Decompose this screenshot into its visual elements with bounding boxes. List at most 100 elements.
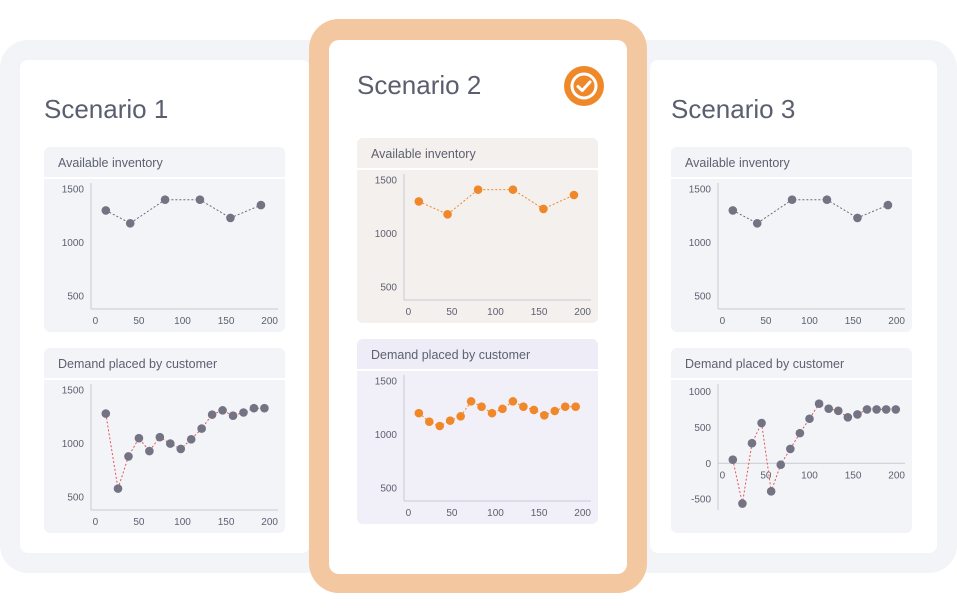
data-point	[560, 402, 570, 412]
data-point	[113, 484, 123, 493]
data-point	[752, 218, 762, 228]
data-point	[539, 204, 548, 214]
data-point	[787, 195, 797, 205]
y-tick-label: 1500	[62, 185, 85, 196]
x-tick-label: 0	[406, 508, 412, 519]
data-point	[197, 424, 206, 433]
data-point	[766, 487, 776, 496]
data-point	[757, 418, 766, 428]
data-point	[822, 195, 832, 205]
x-tick-label: 150	[531, 307, 548, 318]
data-point	[498, 404, 507, 414]
x-tick-label: 200	[261, 316, 278, 327]
scenario-1-title: Scenario 1	[44, 94, 169, 124]
data-point	[540, 410, 549, 420]
data-point	[833, 406, 843, 416]
scenario-2-inventory-chart: 500 1000 1500 0 50 100 150 200	[375, 174, 591, 318]
scenario-1-inventory-panel: Available inventory 500 1000 1500 0 50 100 150…	[44, 147, 285, 332]
y-tick-label: 500	[694, 423, 711, 434]
data-point	[249, 403, 259, 413]
x-tick-label: 0	[406, 307, 412, 318]
x-tick-label: 100	[487, 307, 504, 318]
scenario-3-inventory-chart: 500 1000 1500 0 50 100 150 200	[689, 183, 905, 327]
data-point	[786, 444, 795, 454]
data-point	[728, 206, 738, 215]
x-tick-label: 150	[845, 470, 862, 481]
y-tick-label: 1000	[689, 238, 712, 249]
data-point	[160, 195, 170, 205]
data-point	[260, 403, 269, 413]
scenario-1-inventory-chart: 500 1000 1500 0 50 100 150 200	[62, 183, 278, 327]
y-tick-label: 500	[67, 292, 84, 303]
data-point	[134, 433, 144, 443]
scenario-3-demand-chart: -500 0 500 1000 0 50 100 150 200	[689, 384, 905, 510]
data-point	[747, 438, 757, 448]
data-point	[883, 200, 893, 210]
scenario-1-demand-panel: Demand placed by customer 500 1000 1500 0 50…	[44, 348, 285, 533]
data-point	[101, 206, 111, 215]
data-point	[508, 397, 518, 406]
data-point	[435, 421, 445, 431]
data-point	[487, 408, 497, 418]
x-tick-label: 150	[531, 508, 548, 519]
data-point	[569, 190, 579, 200]
check-circle-icon	[564, 66, 604, 106]
data-point	[862, 405, 872, 414]
data-point	[473, 185, 483, 194]
data-point	[155, 432, 165, 442]
x-tick-label: 200	[888, 316, 905, 327]
x-tick-label: 50	[446, 508, 458, 519]
x-tick-label: 0	[720, 470, 726, 481]
x-tick-label: 150	[218, 316, 235, 327]
x-tick-label: 150	[218, 517, 235, 528]
scenario-3-inventory-panel: Available inventory 500 1000 1500 0 50 100 150…	[671, 147, 912, 332]
y-tick-label: 1500	[375, 176, 398, 187]
data-point	[124, 452, 133, 461]
y-tick-label: 1500	[375, 377, 398, 388]
x-tick-label: 50	[446, 307, 458, 318]
data-point	[853, 213, 862, 223]
data-point	[218, 406, 227, 415]
data-point	[550, 406, 560, 416]
y-tick-label: 500	[694, 292, 711, 303]
y-tick-label: 500	[380, 283, 397, 294]
panel-header: Demand placed by customer	[685, 357, 845, 371]
data-point	[101, 409, 111, 418]
y-tick-label: 1000	[62, 439, 85, 450]
y-tick-label: 500	[67, 493, 84, 504]
panel-header: Demand placed by customer	[371, 348, 531, 362]
y-tick-label: 0	[705, 459, 711, 470]
data-point	[176, 444, 186, 454]
y-tick-label: 1500	[689, 185, 712, 196]
scenario-1-demand-chart: 500 1000 1500 0 50 100 150 200	[62, 384, 278, 528]
data-point	[228, 411, 238, 421]
series-line	[105, 199, 262, 224]
data-point	[508, 185, 518, 194]
series-line	[418, 189, 575, 215]
data-point	[529, 405, 539, 415]
data-point	[519, 402, 528, 412]
x-tick-label: 200	[888, 470, 905, 481]
data-point	[728, 455, 738, 465]
data-point	[226, 213, 235, 223]
data-point	[414, 197, 424, 206]
x-tick-label: 150	[845, 316, 862, 327]
x-tick-label: 200	[574, 307, 591, 318]
data-point	[239, 408, 248, 417]
data-point	[466, 397, 476, 406]
x-tick-label: 100	[174, 517, 191, 528]
x-tick-label: 100	[174, 316, 191, 327]
y-tick-label: 1000	[62, 238, 85, 249]
x-tick-label: 0	[93, 517, 99, 528]
series-line	[105, 407, 265, 489]
data-point	[445, 416, 455, 425]
y-tick-label: 1500	[62, 386, 85, 397]
y-tick-label: 1000	[375, 229, 398, 240]
data-point	[814, 399, 824, 408]
x-tick-label: 50	[760, 470, 772, 481]
data-point	[456, 412, 465, 421]
y-tick-label: 1000	[689, 387, 712, 398]
x-tick-label: 0	[93, 316, 99, 327]
data-point	[872, 405, 881, 414]
data-point	[805, 414, 814, 424]
